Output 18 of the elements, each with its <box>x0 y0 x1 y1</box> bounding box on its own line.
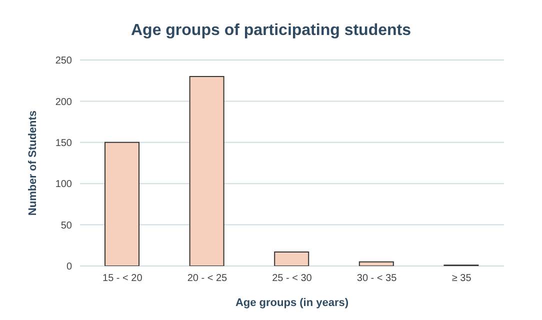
y-tick-label: 100 <box>55 179 72 190</box>
x-tick-label: 30 - < 35 <box>356 273 398 284</box>
y-axis-title: Number of Students <box>26 110 39 216</box>
x-tick-label: ≥ 35 <box>452 273 472 284</box>
x-axis-title: Age groups (in years) <box>235 297 349 309</box>
bar <box>189 76 224 266</box>
y-tick-label: 0 <box>66 262 72 273</box>
x-tick-label: 25 - < 30 <box>272 273 312 284</box>
chart-title: Age groups of participating students <box>130 21 412 41</box>
bar <box>358 261 394 266</box>
y-tick-label: 150 <box>55 138 72 149</box>
y-tick-label: 50 <box>60 220 72 232</box>
x-tick-label: 15 - < 20 <box>102 273 143 284</box>
y-tick-label: 200 <box>55 96 72 108</box>
bar <box>104 142 140 266</box>
y-tick-label: 250 <box>55 56 72 67</box>
x-tick-label: 20 - < 25 <box>187 273 228 284</box>
bar <box>274 251 310 266</box>
